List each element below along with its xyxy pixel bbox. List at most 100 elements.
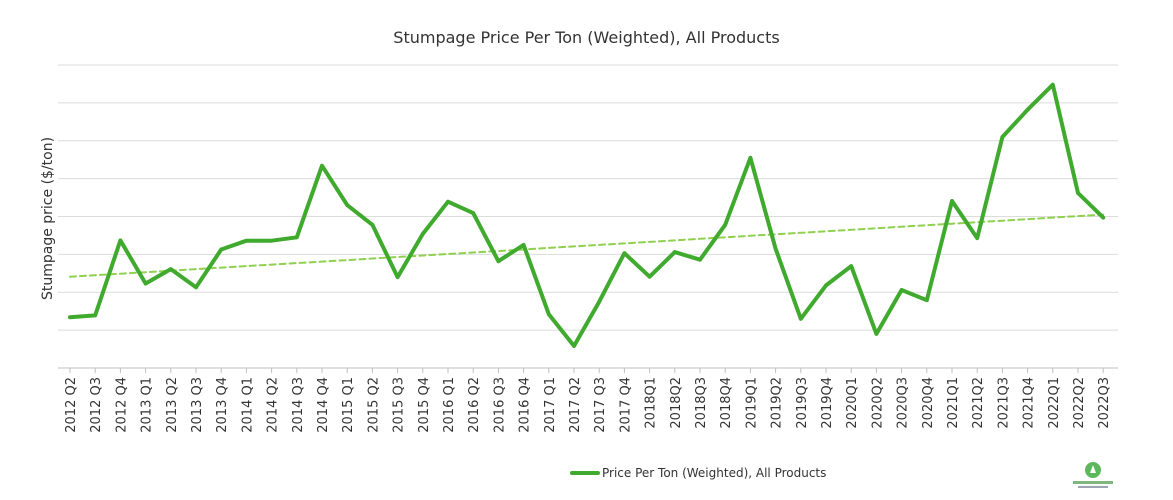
x-tick-label: 2014 Q2: [266, 377, 281, 433]
x-tick-label: 2014 Q4: [316, 377, 331, 433]
logo-wordmark: [1073, 481, 1113, 484]
x-tick-label: 2021Q4: [1022, 377, 1037, 429]
chart-title: Stumpage Price Per Ton (Weighted), All P…: [393, 28, 780, 47]
x-tick-label: 2018Q2: [669, 377, 684, 429]
x-tick-label: 2013 Q2: [165, 377, 180, 433]
x-tick-label: 2020Q3: [896, 377, 911, 429]
y-axis-label: Stumpage price ($/ton): [40, 137, 56, 300]
data-point[interactable]: [673, 250, 677, 254]
logo-tagline: [1078, 486, 1108, 488]
x-tick-label: 2021Q2: [971, 377, 986, 429]
x-tick-label: 2019Q4: [820, 377, 835, 429]
data-point[interactable]: [421, 232, 425, 236]
data-point[interactable]: [698, 257, 702, 262]
x-tick-label: 2019Q1: [744, 377, 759, 429]
data-point[interactable]: [1051, 82, 1055, 87]
data-point[interactable]: [1101, 215, 1105, 220]
x-tick-label: 2015 Q1: [341, 377, 356, 433]
data-point[interactable]: [68, 315, 72, 320]
x-tick-label: 2019Q2: [770, 377, 785, 429]
series-line: [68, 82, 1106, 348]
x-tick-label: 2015 Q4: [417, 377, 432, 433]
data-point[interactable]: [622, 251, 627, 256]
trendline: [69, 213, 1105, 278]
forest2market-logo: [1070, 462, 1116, 496]
data-point[interactable]: [471, 211, 476, 215]
legend-label: Price Per Ton (Weighted), All Products: [602, 466, 827, 480]
x-tick-label: 2012 Q2: [64, 377, 79, 433]
data-point[interactable]: [320, 163, 324, 168]
data-point[interactable]: [647, 274, 652, 279]
x-tick-label: 2018Q3: [694, 377, 709, 429]
data-point[interactable]: [723, 223, 727, 227]
data-point[interactable]: [194, 285, 198, 290]
legend[interactable]: Price Per Ton (Weighted), All Products: [570, 466, 826, 480]
data-point[interactable]: [295, 235, 299, 240]
data-point[interactable]: [597, 299, 601, 304]
legend-swatch: [570, 471, 600, 475]
data-point[interactable]: [395, 275, 400, 279]
data-point[interactable]: [925, 298, 929, 303]
x-tick-label: 2022Q2: [1072, 377, 1087, 429]
data-point[interactable]: [748, 155, 753, 160]
data-point[interactable]: [799, 316, 803, 321]
x-tick-labels: 2012 Q2 2012 Q3 2012 Q4 2013 Q1 2013 Q2 2013 …: [64, 368, 1112, 433]
x-tick-label: 2014 Q3: [291, 377, 306, 433]
data-point[interactable]: [824, 283, 828, 288]
data-point[interactable]: [547, 312, 551, 317]
x-tick-label: 2014 Q1: [240, 377, 255, 433]
x-tick-label: 2017 Q4: [618, 377, 633, 433]
x-tick-label: 2019Q3: [795, 377, 810, 429]
x-tick-label: 2013 Q3: [190, 377, 205, 433]
data-point[interactable]: [93, 313, 97, 318]
data-point[interactable]: [950, 199, 954, 203]
x-tick-label: 2012 Q4: [114, 377, 129, 433]
x-tick-label: 2021Q3: [996, 377, 1011, 429]
x-tick-label: 2015 Q3: [392, 377, 407, 433]
data-point[interactable]: [572, 344, 576, 348]
x-tick-label: 2016 Q3: [492, 377, 507, 433]
data-point[interactable]: [1000, 135, 1005, 139]
x-tick-label: 2013 Q4: [215, 377, 230, 433]
data-point[interactable]: [899, 288, 904, 292]
x-tick-label: 2020Q4: [921, 377, 936, 429]
data-point[interactable]: [975, 236, 979, 240]
x-tick-label: 2017 Q1: [543, 377, 558, 433]
data-point[interactable]: [219, 247, 223, 252]
data-point[interactable]: [773, 246, 778, 251]
x-tick-label: 2016 Q4: [518, 377, 533, 433]
x-tick-label: 2017 Q2: [568, 377, 583, 433]
data-point[interactable]: [118, 238, 123, 243]
data-point[interactable]: [370, 223, 375, 227]
x-tick-label: 2013 Q1: [140, 377, 155, 433]
data-point[interactable]: [521, 243, 526, 247]
data-point[interactable]: [345, 203, 350, 207]
series-layer: [68, 82, 1106, 348]
x-tick-label: 2021Q1: [946, 377, 961, 429]
data-point[interactable]: [143, 281, 148, 286]
data-point[interactable]: [269, 238, 274, 243]
x-tick-label: 2020Q2: [870, 377, 885, 429]
trendline-layer: [69, 213, 1105, 278]
x-tick-label: 2018Q1: [644, 377, 659, 429]
data-point[interactable]: [874, 332, 879, 336]
data-point[interactable]: [244, 238, 249, 243]
x-tick-label: 2022Q1: [1047, 377, 1062, 429]
x-tick-label: 2016 Q1: [442, 377, 457, 433]
data-point[interactable]: [1025, 107, 1030, 112]
x-tick-label: 2018Q4: [719, 377, 734, 429]
data-point[interactable]: [496, 259, 501, 263]
gridlines: [58, 64, 1118, 369]
tree-icon: [1085, 462, 1101, 478]
x-tick-label: 2022Q3: [1097, 377, 1112, 429]
x-tick-label: 2017 Q3: [593, 377, 608, 433]
data-point[interactable]: [1076, 191, 1080, 195]
data-point[interactable]: [446, 199, 450, 204]
x-tick-label: 2015 Q2: [366, 377, 381, 433]
x-tick-label: 2016 Q2: [467, 377, 482, 433]
data-point[interactable]: [169, 267, 173, 271]
x-tick-label: 2012 Q3: [89, 377, 104, 433]
x-tick-label: 2020Q1: [845, 377, 860, 429]
data-point[interactable]: [849, 264, 853, 268]
